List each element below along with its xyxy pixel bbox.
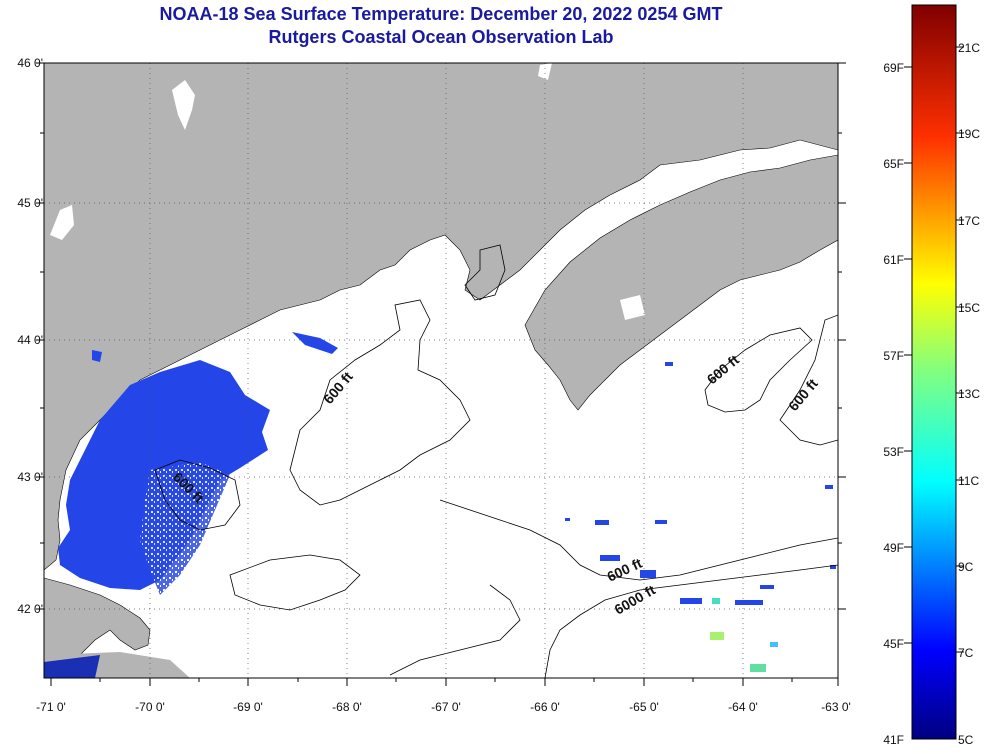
lon-label: -66 0' <box>530 700 560 714</box>
colorbar-label-c: 7C <box>958 646 974 660</box>
map-title: NOAA-18 Sea Surface Temperature: Decembe… <box>159 4 723 24</box>
lon-label: -71 0' <box>36 700 66 714</box>
colorbar-label-f: 45F <box>883 637 904 651</box>
lon-label: -67 0' <box>431 700 461 714</box>
colorbar-label-c: 15C <box>958 301 980 315</box>
colorbar-label-f: 49F <box>883 541 904 555</box>
lon-label: -70 0' <box>135 700 165 714</box>
colorbar-label-c: 11C <box>958 474 979 488</box>
lon-label: -65 0' <box>629 700 659 714</box>
lon-label: -68 0' <box>332 700 362 714</box>
inland-lake <box>172 80 195 130</box>
colorbar-ticks <box>904 46 964 653</box>
longitude-labels: -71 0' -70 0' -69 0' -68 0' -67 0' -66 0… <box>36 700 851 714</box>
colorbar-label-c: 9C <box>958 560 974 574</box>
axis-ticks <box>36 62 846 686</box>
map-subtitle: Rutgers Coastal Ocean Observation Lab <box>268 27 614 47</box>
colorbar-label-c: 5C <box>958 733 974 747</box>
lat-label: 45 0' <box>17 196 43 210</box>
colorbar-label-f: 41F <box>883 733 904 747</box>
lat-label: 43 0' <box>17 470 43 484</box>
lat-label: 44 0' <box>17 333 43 347</box>
sst-coverage-dark <box>44 655 100 678</box>
lon-label: -69 0' <box>233 700 263 714</box>
colorbar <box>911 4 957 740</box>
colorbar-label-f: 53F <box>883 445 904 459</box>
colorbar-label-c: 13C <box>958 387 980 401</box>
depth-contours <box>154 244 838 678</box>
colorbar-label-c: 17C <box>958 214 980 228</box>
map-panel: 600 ft 600 ft 600 ft 600 ft 600 ft 6000 … <box>44 63 838 678</box>
offshore-sst-warm-spots <box>710 598 778 672</box>
colorbar-label-f: 65F <box>883 157 904 171</box>
lat-label: 42 0' <box>17 602 43 616</box>
sst-coverage-speckle <box>140 462 230 595</box>
sst-patch <box>292 332 338 354</box>
inland-lake <box>50 205 74 240</box>
colorbar-fahrenheit-labels: 69F 65F 61F 57F 53F 49F 45F 41F <box>883 61 904 747</box>
colorbar-label-f: 61F <box>883 253 904 267</box>
lon-label: -63 0' <box>821 700 851 714</box>
map-frame <box>43 62 839 679</box>
sst-patch <box>92 350 102 362</box>
lon-label: -64 0' <box>728 700 758 714</box>
nova-scotia-land <box>524 154 838 411</box>
inland-lake <box>538 63 552 80</box>
colorbar-label-c: 19C <box>958 127 980 141</box>
colorbar-label-f: 57F <box>883 349 904 363</box>
lat-label: 46 0' <box>17 56 43 70</box>
latitude-labels: 46 0' 45 0' 44 0' 43 0' 42 0' <box>17 56 43 616</box>
inland-lake <box>620 295 645 320</box>
colorbar-label-f: 69F <box>883 61 904 75</box>
colorbar-label-c: 21C <box>958 41 980 55</box>
colorbar-celsius-labels: 21C 19C 17C 15C 13C 11C 9C 7C 5C <box>958 41 980 747</box>
offshore-sst-speckles <box>565 362 836 605</box>
mainland-land <box>44 63 838 571</box>
